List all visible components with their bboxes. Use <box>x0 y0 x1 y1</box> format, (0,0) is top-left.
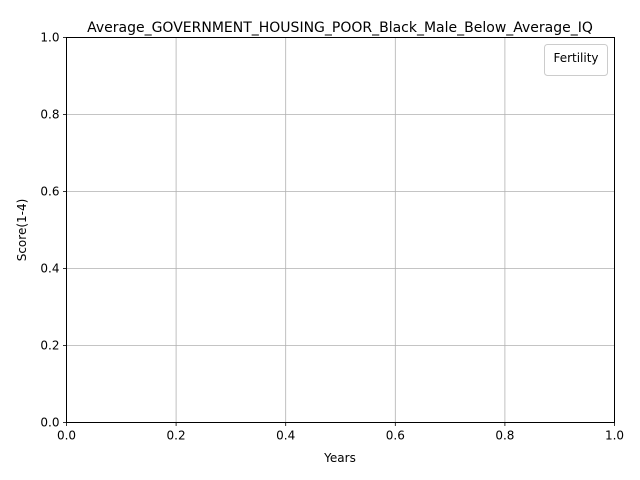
legend: Fertility <box>544 44 608 76</box>
y-tick-label: 0.4 <box>40 262 59 276</box>
y-axis-ticks: 0.0 0.2 0.4 0.6 0.8 1.0 <box>40 31 67 430</box>
x-tick-label: 1.0 <box>605 429 624 443</box>
x-tick-label: 0.4 <box>276 429 295 443</box>
y-tick-label: 0.6 <box>40 185 59 199</box>
x-tick-label: 0.6 <box>386 429 405 443</box>
x-tick-label: 0.8 <box>495 429 514 443</box>
legend-box <box>544 44 608 76</box>
plot-frame <box>66 37 615 423</box>
plot-area <box>66 37 615 423</box>
y-tick-label: 1.0 <box>40 31 59 45</box>
chart-title: Average_GOVERNMENT_HOUSING_POOR_Black_Ma… <box>87 20 593 36</box>
x-tick-label: 0.2 <box>167 429 186 443</box>
y-tick-label: 0.0 <box>40 416 59 430</box>
y-tick-label: 0.8 <box>40 108 59 122</box>
x-axis-ticks: 0.0 0.2 0.4 0.6 0.8 1.0 <box>57 422 624 443</box>
x-tick-label: 0.0 <box>57 429 76 443</box>
legend-title: Fertility <box>553 51 598 65</box>
x-axis-label: Years <box>323 451 356 465</box>
y-axis-label: Score(1-4) <box>15 199 29 262</box>
grid <box>66 37 615 423</box>
y-tick-label: 0.2 <box>40 339 59 353</box>
